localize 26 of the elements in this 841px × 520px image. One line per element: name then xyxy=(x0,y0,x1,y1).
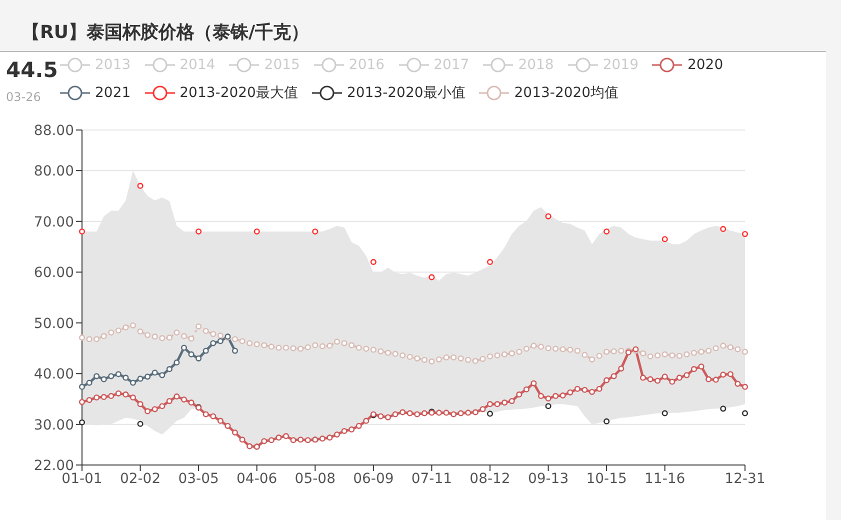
legend-label: 2013-2020最大值 xyxy=(180,84,298,102)
y-tick-label: 50.00 xyxy=(34,316,74,332)
x-tick-label: 02-02 xyxy=(120,470,161,487)
chart-title: 【RU】泰国杯胶价格（泰铢/千克） xyxy=(22,22,310,43)
y-tick-label: 88.00 xyxy=(34,122,74,139)
x-tick-label: 12-31 xyxy=(724,470,766,487)
x-tick-label: 03-05 xyxy=(178,470,219,487)
y-tick-label: 70.00 xyxy=(34,214,74,230)
legend-label: 2021 xyxy=(95,85,131,101)
x-tick-label: 08-12 xyxy=(470,470,510,487)
x-tick-label: 07-11 xyxy=(411,470,452,487)
x-tick-label: 04-06 xyxy=(236,470,278,487)
x-tick-label: 10-15 xyxy=(586,470,627,487)
y-tick-label: 40.00 xyxy=(34,366,74,383)
y-tick-label: 60.00 xyxy=(34,265,74,282)
y-tick-label: 30.00 xyxy=(34,417,74,434)
legend-label: 2013-2020均值 xyxy=(514,84,619,102)
legend-label: 2020 xyxy=(687,57,724,73)
x-tick-label: 06-09 xyxy=(353,470,394,487)
text: 03-26 xyxy=(6,90,41,104)
x-tick-label: 11-16 xyxy=(644,470,686,487)
x-tick-label: 05-08 xyxy=(294,470,336,487)
text: 44.5 xyxy=(6,58,58,82)
legend-label: 2013-2020最小值 xyxy=(346,84,466,102)
y-tick-label: 80.00 xyxy=(34,164,74,180)
x-tick-label: 09-13 xyxy=(528,470,569,487)
